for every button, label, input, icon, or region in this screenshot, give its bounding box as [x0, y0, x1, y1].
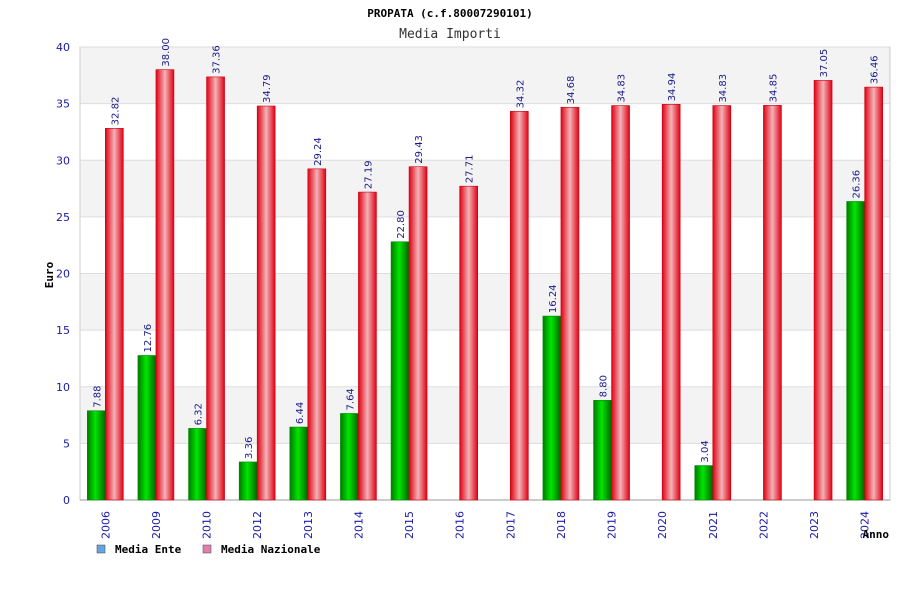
legend-swatch-media-ente — [96, 544, 106, 554]
y-tick-label: 10 — [56, 381, 70, 394]
value-label: 34.68 — [566, 76, 577, 105]
value-label: 7.64 — [345, 388, 356, 410]
bar-media-nazionale-2009 — [155, 69, 175, 501]
x-tick-label: 2016 — [454, 511, 467, 539]
bar-media-nazionale-2006 — [105, 128, 124, 501]
bar-media-nazionale-2013 — [307, 168, 327, 501]
value-label: 37.05 — [819, 49, 830, 78]
value-label: 29.43 — [414, 135, 425, 164]
x-tick-label: 2018 — [555, 511, 568, 539]
bar-media-nazionale-2015 — [408, 166, 428, 501]
bar-media-nazionale-2012 — [256, 105, 276, 501]
value-labels: 7.88 32.82 12.76 38.00 6.32 37.36 3.36 34.79 6.4… — [92, 38, 880, 463]
bar-media-nazionale-2017 — [510, 111, 529, 501]
y-axis-label: Euro — [43, 261, 56, 288]
bar-media-ente-2015 — [390, 241, 410, 501]
bar-media-ente-2021 — [694, 465, 714, 501]
value-label: 32.82 — [110, 97, 121, 126]
value-label: 7.88 — [92, 385, 103, 407]
bar-media-nazionale-2023 — [813, 80, 833, 501]
y-tick-label: 25 — [56, 211, 70, 224]
y-axis-ticks: 0 5 10 15 20 25 30 35 40 — [56, 41, 70, 507]
bar-media-ente-2019 — [593, 400, 612, 501]
chart-subtitle: Media Importi — [399, 27, 501, 42]
bar-media-ente-2006 — [87, 410, 106, 501]
value-label: 16.24 — [548, 284, 559, 313]
value-label: 34.94 — [667, 73, 678, 102]
value-label: 34.85 — [768, 74, 779, 103]
y-tick-label: 15 — [56, 324, 70, 337]
value-label: 8.80 — [599, 375, 610, 397]
value-label: 22.80 — [396, 210, 407, 239]
value-label: 34.83 — [617, 74, 628, 103]
value-label: 6.32 — [194, 403, 205, 425]
value-label: 36.46 — [870, 55, 881, 84]
value-label: 34.83 — [718, 74, 729, 103]
x-tick-label: 2013 — [302, 511, 315, 539]
value-label: 26.36 — [852, 170, 863, 199]
bar-media-nazionale-2022 — [763, 105, 782, 501]
bars — [87, 69, 883, 501]
value-label: 6.44 — [295, 402, 306, 424]
chart-title: PROPATA (c.f.80007290101) — [367, 7, 533, 20]
x-tick-label: 2020 — [656, 511, 669, 539]
bar-media-ente-2009 — [137, 355, 157, 501]
bar-media-nazionale-2010 — [206, 76, 225, 501]
bar-media-nazionale-2024 — [864, 86, 883, 501]
value-label: 38.00 — [161, 38, 172, 67]
x-tick-label: 2009 — [150, 511, 163, 539]
legend-swatch-media-nazionale — [202, 544, 212, 554]
bar-media-ente-2018 — [542, 315, 562, 501]
y-tick-label: 0 — [63, 494, 70, 507]
value-label: 34.32 — [515, 80, 526, 109]
x-axis-ticks: 2006 2009 2010 2012 2013 2014 2015 2016 2017 2018… — [99, 511, 871, 539]
x-tick-label: 2022 — [757, 511, 770, 539]
y-tick-label: 40 — [56, 41, 70, 54]
y-tick-label: 20 — [56, 268, 70, 281]
legend-label: Media Ente — [115, 543, 182, 556]
value-label: 27.71 — [465, 155, 476, 184]
y-tick-label: 35 — [56, 98, 70, 111]
x-tick-label: 2006 — [99, 511, 112, 539]
value-label: 3.36 — [244, 437, 255, 459]
value-label: 37.36 — [212, 45, 223, 74]
x-axis-label: Anno — [863, 528, 890, 541]
x-tick-label: 2019 — [606, 511, 619, 539]
bar-media-ente-2013 — [289, 426, 309, 501]
bar-media-nazionale-2014 — [358, 191, 377, 501]
x-tick-label: 2021 — [707, 511, 720, 539]
x-tick-label: 2010 — [201, 511, 214, 539]
value-label: 29.24 — [313, 137, 324, 166]
value-label: 12.76 — [143, 324, 154, 353]
x-tick-label: 2014 — [352, 511, 365, 539]
value-label: 3.04 — [700, 440, 711, 462]
legend-label: Media Nazionale — [221, 543, 321, 556]
bar-media-nazionale-2018 — [560, 106, 580, 501]
x-tick-label: 2012 — [251, 511, 264, 539]
x-tick-label: 2024 — [859, 511, 872, 539]
value-label: 34.79 — [262, 74, 273, 103]
x-tick-label: 2015 — [403, 511, 416, 539]
bar-media-ente-2012 — [238, 461, 258, 501]
bar-media-nazionale-2021 — [712, 105, 732, 501]
bar-media-nazionale-2016 — [459, 185, 478, 501]
y-tick-label: 30 — [56, 154, 70, 167]
value-label: 27.19 — [363, 160, 374, 189]
bar-media-ente-2010 — [188, 428, 207, 501]
bar-media-ente-2024 — [846, 201, 865, 501]
bar-media-nazionale-2019 — [611, 105, 630, 501]
y-tick-label: 5 — [63, 437, 70, 450]
bar-media-nazionale-2020 — [661, 104, 681, 501]
x-tick-label: 2023 — [808, 511, 821, 539]
bar-media-ente-2014 — [340, 413, 359, 501]
legend: Media Ente Media Nazionale — [96, 543, 321, 556]
x-tick-label: 2017 — [504, 511, 517, 539]
